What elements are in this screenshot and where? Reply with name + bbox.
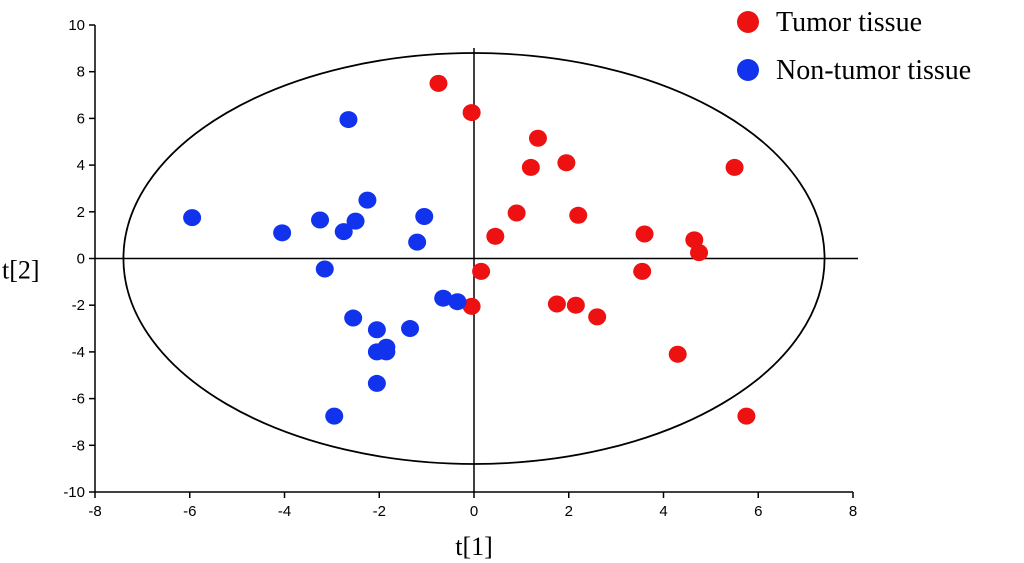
tumor-point <box>588 308 607 326</box>
y-tick-label: 4 <box>77 157 85 174</box>
tumor-point <box>737 407 756 425</box>
y-tick-label: -8 <box>72 437 85 454</box>
y-tick-label: -2 <box>72 297 85 314</box>
y-tick-label: 0 <box>77 251 85 268</box>
tumor-point <box>557 154 576 172</box>
tumor-point <box>429 74 448 92</box>
x-axis-title: t[1] <box>455 532 493 561</box>
x-tick-label: -8 <box>88 503 101 520</box>
non-tumor-point <box>344 309 363 327</box>
y-axis-title: t[2] <box>2 256 40 285</box>
non-tumor-point <box>311 211 330 229</box>
x-tick-label: 6 <box>754 503 762 520</box>
tumor-point <box>462 104 481 122</box>
non-tumor-point <box>377 343 396 361</box>
confidence-ellipse-group <box>122 52 826 465</box>
y-tick-label: 8 <box>77 64 85 81</box>
tumor-point <box>472 262 491 280</box>
tumor-point <box>569 206 588 224</box>
x-tick-label: -4 <box>278 503 291 520</box>
data-points-group <box>183 74 756 425</box>
non-tumor-point <box>367 321 386 339</box>
non-tumor-point <box>273 224 292 242</box>
non-tumor-point <box>448 293 467 311</box>
tumor-point <box>690 244 709 262</box>
tumor-point <box>547 295 566 313</box>
tumor-point <box>633 262 652 280</box>
non-tumor-point <box>325 407 344 425</box>
y-tick-label: 6 <box>77 110 85 127</box>
non-tumor-point <box>434 289 453 307</box>
non-tumor-point <box>183 209 202 227</box>
y-tick-label: -4 <box>72 344 85 361</box>
non-tumor-point <box>346 212 365 230</box>
non-tumor-point <box>339 111 358 129</box>
non-tumor-point <box>358 191 377 209</box>
tumor-point <box>566 296 585 314</box>
tumor-point <box>635 225 654 243</box>
non-tumor-point <box>315 260 334 278</box>
non-tumor-point <box>401 320 420 338</box>
tumor-point <box>507 204 526 222</box>
tumor-point <box>725 158 744 176</box>
legend-label-tumor: Tumor tissue <box>776 7 922 38</box>
y-tick-label: 2 <box>77 204 85 221</box>
y-tick-label: -10 <box>63 484 85 501</box>
non-tumor-point <box>408 233 427 251</box>
tumor-point <box>528 129 547 147</box>
legend-label-non-tumor: Non-tumor tissue <box>776 55 971 86</box>
tumor-point <box>486 227 505 245</box>
x-tick-label: -2 <box>373 503 386 520</box>
x-tick-label: 2 <box>565 503 573 520</box>
y-tick-label: -6 <box>72 391 85 408</box>
legend-marker-non-tumor <box>737 59 759 81</box>
tumor-point <box>685 231 704 249</box>
x-tick-label: 8 <box>849 503 857 520</box>
x-tick-label: -6 <box>183 503 196 520</box>
tumor-point <box>462 297 481 315</box>
legend-marker-tumor <box>737 11 759 33</box>
y-tick-label: 10 <box>68 17 85 34</box>
non-tumor-point <box>415 207 434 225</box>
confidence-ellipse <box>122 52 826 465</box>
non-tumor-point <box>334 223 353 241</box>
tumor-point <box>521 158 540 176</box>
x-tick-label: 0 <box>470 503 478 520</box>
tumor-point <box>668 345 687 363</box>
x-tick-label: 4 <box>659 503 667 520</box>
legend: Tumor tissue Non-tumor tissue <box>737 7 971 86</box>
non-tumor-point <box>367 374 386 392</box>
